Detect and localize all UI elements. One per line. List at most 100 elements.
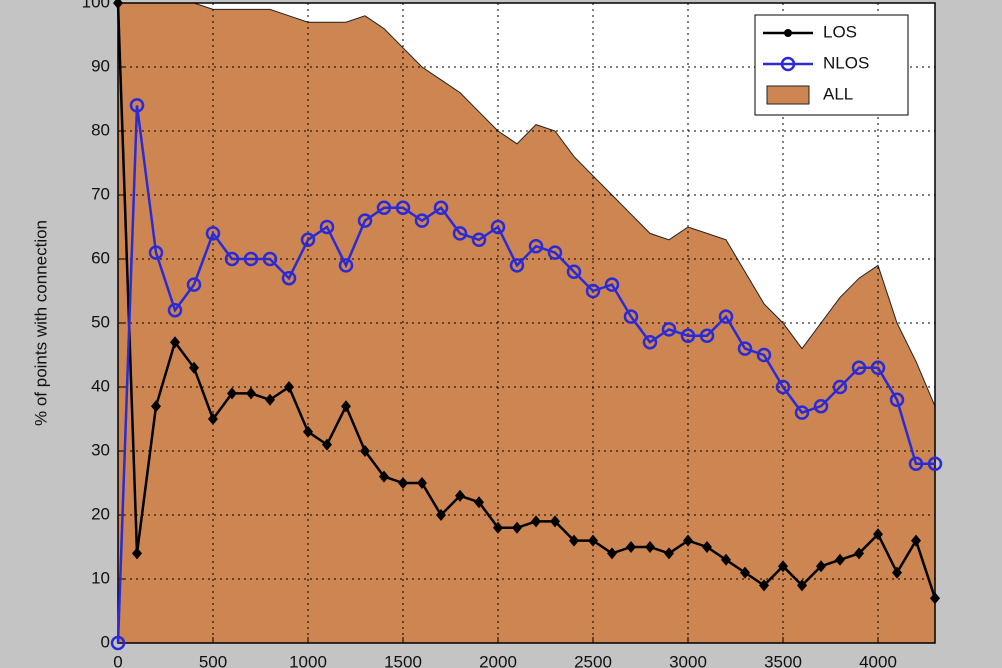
marker xyxy=(740,566,750,579)
marker xyxy=(436,509,446,521)
y-tick-label: 30 xyxy=(91,440,110,459)
legend-swatch xyxy=(766,85,810,105)
marker xyxy=(167,302,183,318)
marker xyxy=(873,528,883,541)
marker xyxy=(870,360,886,376)
marker xyxy=(908,456,924,472)
marker xyxy=(186,277,202,292)
marker xyxy=(189,361,199,374)
y-tick-label: 90 xyxy=(91,56,110,75)
marker xyxy=(284,381,294,393)
marker xyxy=(528,238,544,254)
marker xyxy=(455,489,465,502)
legend: LOS NLOS ALL xyxy=(754,14,909,116)
x-tick-label: 1000 xyxy=(289,652,327,668)
marker xyxy=(892,566,902,579)
marker xyxy=(835,553,845,566)
marker xyxy=(398,477,408,489)
marker xyxy=(170,336,180,349)
marker xyxy=(338,258,354,273)
marker xyxy=(246,387,256,400)
x-tick-label: 500 xyxy=(199,652,227,668)
marker xyxy=(721,553,731,566)
y-tick-label: 0 xyxy=(101,632,110,651)
marker xyxy=(604,277,620,292)
marker xyxy=(474,496,484,509)
marker xyxy=(414,213,430,228)
y-tick-label: 100 xyxy=(82,0,110,11)
marker xyxy=(680,328,696,344)
y-tick-label: 20 xyxy=(91,504,110,523)
marker xyxy=(490,219,506,235)
marker xyxy=(718,309,734,324)
marker xyxy=(243,251,259,267)
marker xyxy=(832,379,848,395)
x-tick-label: 2500 xyxy=(574,652,612,668)
marker xyxy=(588,534,598,547)
y-tick-label: 80 xyxy=(91,120,110,139)
marker xyxy=(379,470,389,483)
marker xyxy=(683,534,693,547)
y-tick-label: 40 xyxy=(91,376,110,395)
x-tick-label: 3500 xyxy=(764,652,802,668)
x-tick-label: 0 xyxy=(113,652,122,668)
y-tick-label: 70 xyxy=(91,184,110,203)
x-tick-label: 1500 xyxy=(384,652,422,668)
marker xyxy=(642,334,658,350)
marker xyxy=(360,445,370,457)
marker xyxy=(417,477,427,489)
marker xyxy=(471,232,487,248)
marker xyxy=(778,560,788,573)
marker xyxy=(927,456,943,472)
legend-label: LOS xyxy=(823,22,857,41)
marker xyxy=(281,270,297,286)
marker xyxy=(566,264,582,280)
marker xyxy=(208,413,218,425)
y-tick-label: 60 xyxy=(91,248,110,267)
marker xyxy=(661,322,677,337)
marker xyxy=(775,379,791,395)
x-tick-label: 4000 xyxy=(859,652,897,668)
y-tick-label: 10 xyxy=(91,568,110,587)
marker xyxy=(911,534,921,547)
marker xyxy=(813,398,829,414)
marker xyxy=(607,547,617,560)
marker xyxy=(113,0,123,9)
marker xyxy=(395,200,411,216)
marker xyxy=(547,245,563,260)
marker xyxy=(303,425,313,438)
marker xyxy=(357,213,373,228)
marker xyxy=(148,245,164,260)
y-axis-label: % of points with connection xyxy=(31,220,50,426)
marker xyxy=(756,347,772,363)
marker xyxy=(699,328,715,344)
marker xyxy=(151,400,161,413)
marker xyxy=(531,515,541,528)
marker xyxy=(452,226,468,241)
marker xyxy=(493,521,503,534)
marker xyxy=(322,438,332,451)
legend-marker xyxy=(784,29,792,37)
marker xyxy=(433,200,449,216)
marker xyxy=(205,226,221,241)
marker xyxy=(569,534,579,547)
marker xyxy=(262,251,278,267)
marker xyxy=(664,547,674,560)
marker xyxy=(319,219,335,235)
marker xyxy=(512,521,522,534)
marker xyxy=(854,547,864,560)
marker xyxy=(794,405,810,420)
x-tick-label: 2000 xyxy=(479,652,517,668)
marker xyxy=(300,232,316,248)
marker xyxy=(132,547,142,560)
marker xyxy=(341,400,351,413)
marker xyxy=(376,200,392,216)
marker xyxy=(816,560,826,573)
marker xyxy=(851,360,867,376)
y-tick-label: 50 xyxy=(91,312,110,331)
x-tick-label: 3000 xyxy=(669,652,707,668)
marker xyxy=(110,635,126,651)
legend-label: NLOS xyxy=(823,53,869,72)
marker xyxy=(550,515,560,528)
